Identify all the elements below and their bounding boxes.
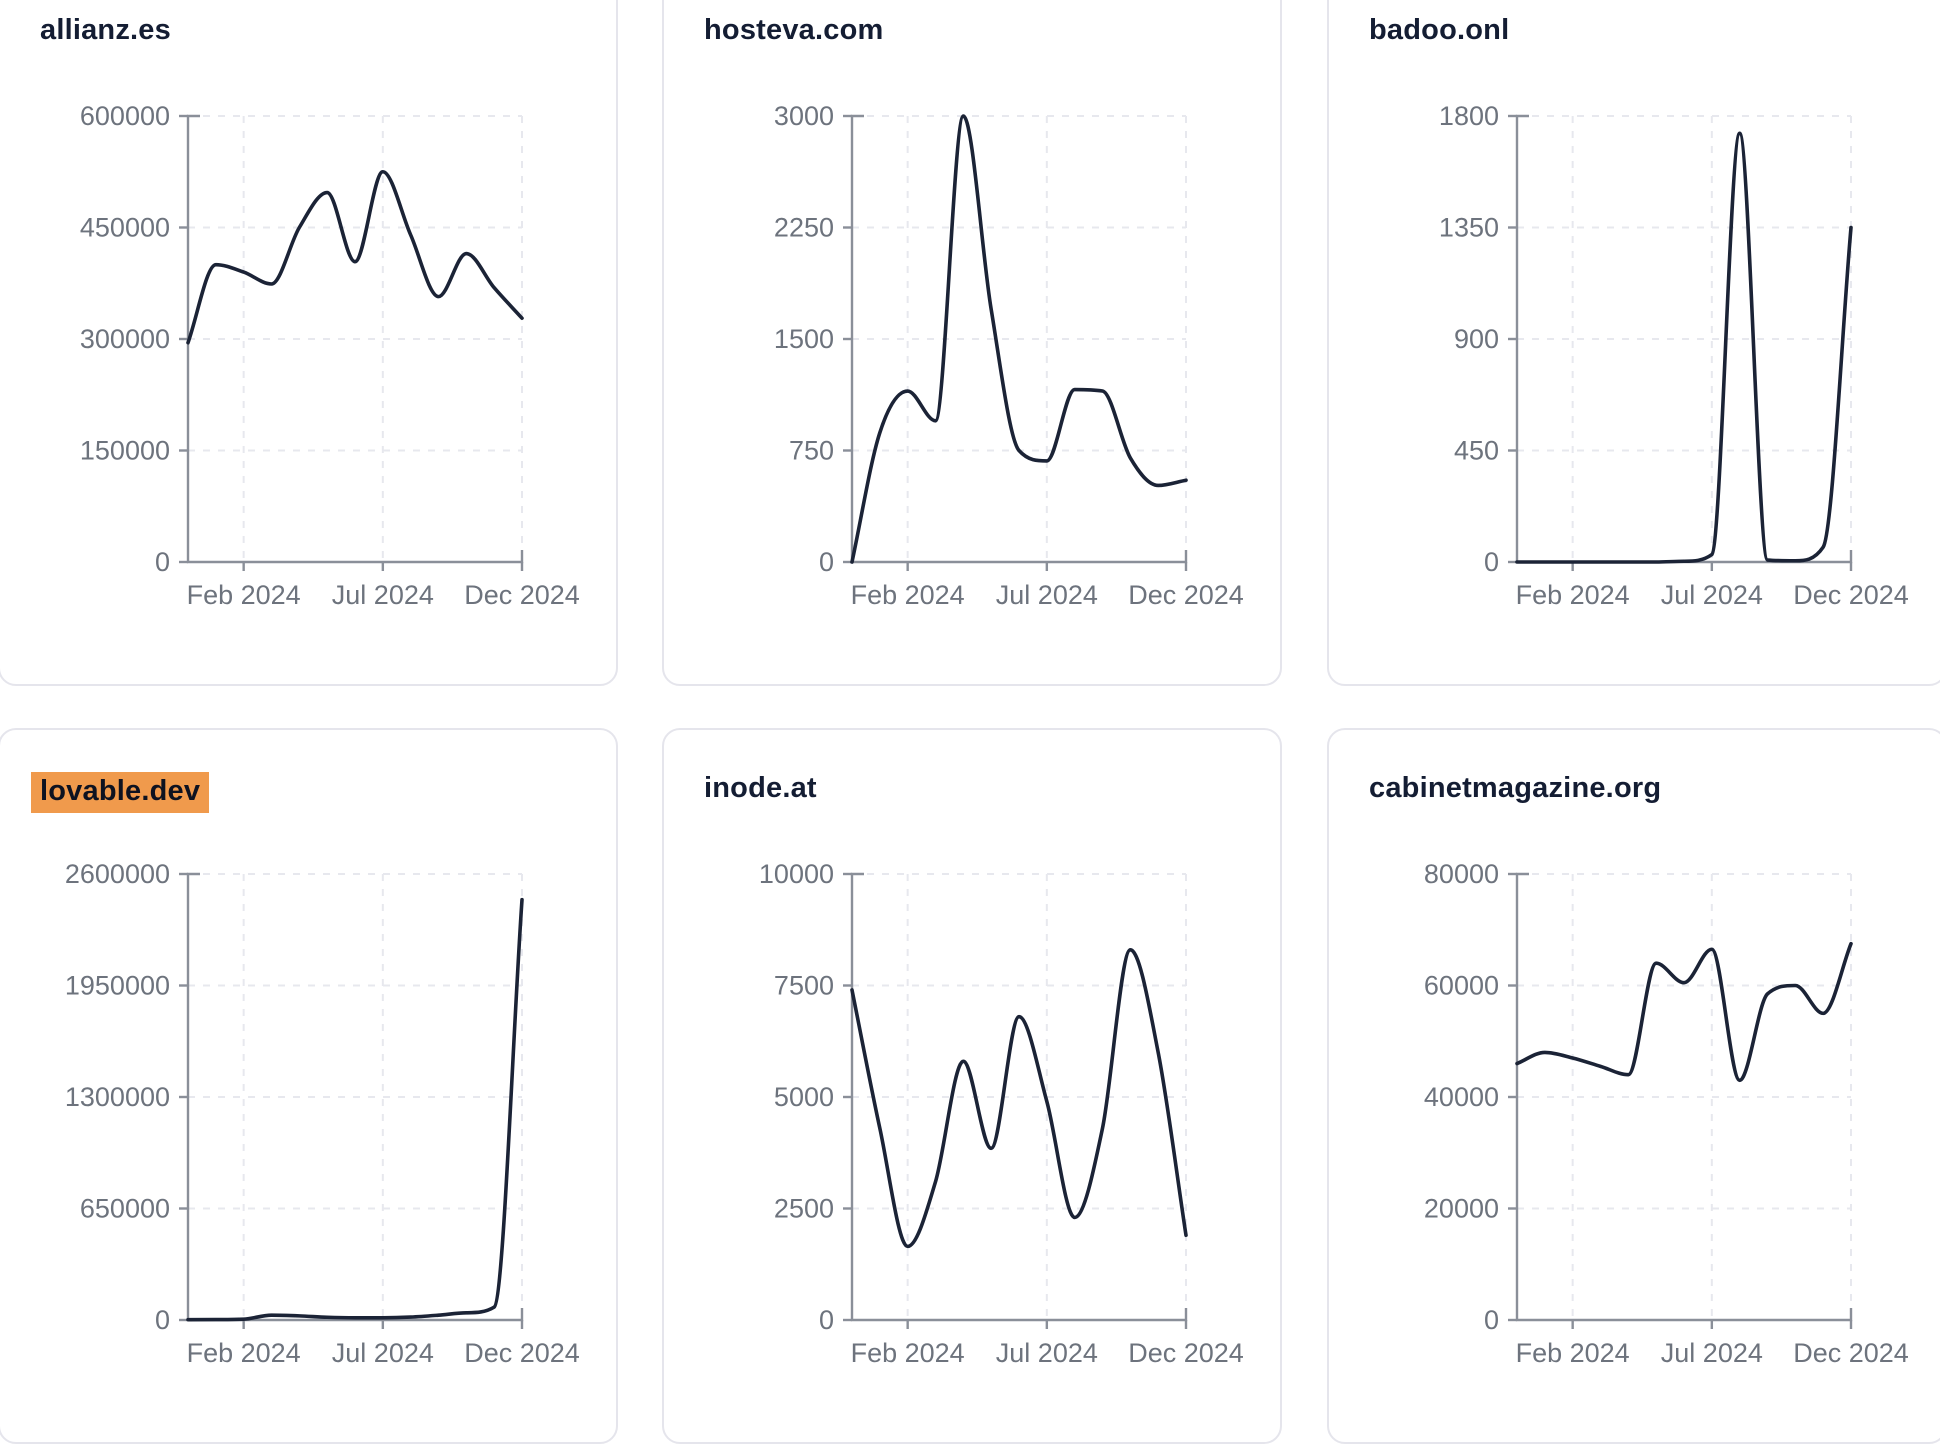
x-tick-label: Feb 2024 xyxy=(1516,1338,1630,1368)
chart-title: allianz.es xyxy=(40,14,171,47)
chart-title: cabinetmagazine.org xyxy=(1369,772,1661,805)
x-tick-label: Jul 2024 xyxy=(1661,1338,1763,1368)
domain-label: allianz.es xyxy=(40,14,171,46)
y-tick-label: 750 xyxy=(789,436,834,466)
chart-title: inode.at xyxy=(704,772,817,805)
line-chart: 0 650000 1300000 1950000 2600000 Feb 2024 Jul … xyxy=(65,859,580,1368)
y-tick-label: 2250 xyxy=(774,213,834,243)
y-tick-label: 450000 xyxy=(80,213,170,243)
y-tick-label: 40000 xyxy=(1424,1082,1499,1112)
line-chart: 0 750 1500 2250 3000 Feb 2024 Jul 2024 Dec 2024 xyxy=(774,101,1244,610)
x-tick-label: Dec 2024 xyxy=(1793,1338,1909,1368)
x-tick-label: Dec 2024 xyxy=(1128,580,1244,610)
x-tick-label: Dec 2024 xyxy=(1793,580,1909,610)
chart-title: lovable.dev xyxy=(31,772,210,813)
data-series-line xyxy=(1515,941,1853,1083)
y-tick-label: 80000 xyxy=(1424,859,1499,889)
y-tick-label: 0 xyxy=(1484,1305,1499,1335)
y-tick-label: 1950000 xyxy=(65,971,170,1001)
chart-card[interactable]: hosteva.com 0 750 1500 2250 3000 Feb 2024 Jul … xyxy=(662,0,1282,686)
data-series-line xyxy=(850,948,1188,1249)
line-chart: 0 20000 40000 60000 80000 Feb 2024 Jul 2024 Dec… xyxy=(1424,859,1909,1368)
x-tick-label: Dec 2024 xyxy=(1128,1338,1244,1368)
data-series-line xyxy=(850,114,1188,564)
y-tick-label: 3000 xyxy=(774,101,834,131)
domain-label: inode.at xyxy=(704,772,817,804)
y-tick-label: 60000 xyxy=(1424,971,1499,1001)
y-tick-label: 900 xyxy=(1454,324,1499,354)
domain-label-highlighted: lovable.dev xyxy=(31,772,210,813)
y-tick-label: 0 xyxy=(819,547,834,577)
y-tick-label: 10000 xyxy=(759,859,834,889)
y-tick-label: 0 xyxy=(155,547,170,577)
line-chart: 0 150000 300000 450000 600000 Feb 2024 Jul 202… xyxy=(80,101,580,610)
y-tick-label: 650000 xyxy=(80,1194,170,1224)
x-tick-label: Feb 2024 xyxy=(851,1338,965,1368)
x-tick-label: Jul 2024 xyxy=(332,580,434,610)
chart-card[interactable]: inode.at 0 2500 5000 7500 10000 Feb 2024 Jul 2… xyxy=(662,728,1282,1444)
data-series-line xyxy=(1515,131,1853,564)
chart-card[interactable]: badoo.onl 0 450 900 1350 1800 Feb 2024 Jul 202… xyxy=(1327,0,1940,686)
y-tick-label: 5000 xyxy=(774,1082,834,1112)
y-tick-label: 20000 xyxy=(1424,1194,1499,1224)
y-tick-label: 450 xyxy=(1454,436,1499,466)
chart-title: badoo.onl xyxy=(1369,14,1509,47)
domain-label: cabinetmagazine.org xyxy=(1369,772,1662,804)
line-chart: 0 2500 5000 7500 10000 Feb 2024 Jul 2024 Dec 20… xyxy=(759,859,1244,1368)
y-tick-label: 7500 xyxy=(774,971,834,1001)
y-tick-label: 600000 xyxy=(80,101,170,131)
y-tick-label: 1300000 xyxy=(65,1082,170,1112)
line-chart: 0 450 900 1350 1800 Feb 2024 Jul 2024 Dec 2024 xyxy=(1439,101,1909,610)
y-tick-label: 2600000 xyxy=(65,859,170,889)
chart-card[interactable]: allianz.es 0 150000 300000 450000 600000 Feb … xyxy=(0,0,618,686)
y-tick-label: 1500 xyxy=(774,324,834,354)
domain-label: badoo.onl xyxy=(1369,14,1510,46)
y-tick-label: 0 xyxy=(1484,547,1499,577)
chart-title: hosteva.com xyxy=(704,14,884,47)
data-series-line xyxy=(186,897,524,1322)
x-tick-label: Feb 2024 xyxy=(1516,580,1630,610)
x-tick-label: Jul 2024 xyxy=(332,1338,434,1368)
x-tick-label: Jul 2024 xyxy=(996,1338,1098,1368)
x-tick-label: Dec 2024 xyxy=(464,580,580,610)
x-tick-label: Feb 2024 xyxy=(187,1338,301,1368)
x-tick-label: Jul 2024 xyxy=(1661,580,1763,610)
domain-label: hosteva.com xyxy=(704,14,884,46)
y-tick-label: 0 xyxy=(155,1305,170,1335)
x-tick-label: Dec 2024 xyxy=(464,1338,580,1368)
data-series-line xyxy=(186,169,524,345)
x-tick-label: Jul 2024 xyxy=(996,580,1098,610)
chart-card[interactable]: lovable.dev 0 650000 1300000 1950000 2600000… xyxy=(0,728,618,1444)
y-tick-label: 2500 xyxy=(774,1194,834,1224)
y-tick-label: 1800 xyxy=(1439,101,1499,131)
x-tick-label: Feb 2024 xyxy=(851,580,965,610)
y-tick-label: 1350 xyxy=(1439,213,1499,243)
y-tick-label: 300000 xyxy=(80,324,170,354)
x-tick-label: Feb 2024 xyxy=(187,580,301,610)
y-tick-label: 0 xyxy=(819,1305,834,1335)
y-tick-label: 150000 xyxy=(80,436,170,466)
chart-card[interactable]: cabinetmagazine.org 0 20000 40000 60000 8000… xyxy=(1327,728,1940,1444)
